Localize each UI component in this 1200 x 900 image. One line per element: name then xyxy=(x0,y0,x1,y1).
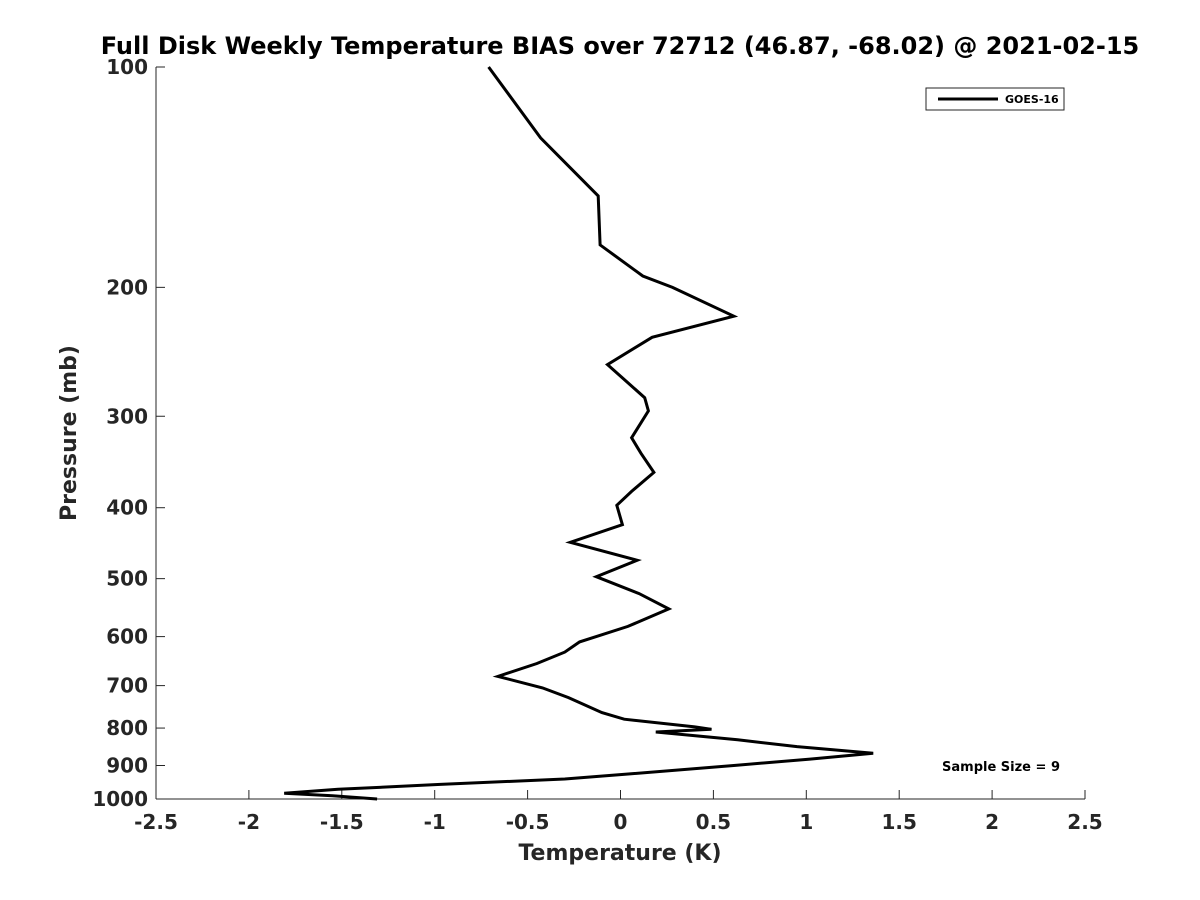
chart-title: Full Disk Weekly Temperature BIAS over 7… xyxy=(101,32,1140,60)
x-tick-label: 1.5 xyxy=(881,810,916,834)
y-tick-label: 400 xyxy=(106,496,148,520)
x-tick-label: 2.5 xyxy=(1067,810,1102,834)
y-tick-label: 200 xyxy=(106,275,148,299)
y-tick-label: 800 xyxy=(106,716,148,740)
x-tick-label: -0.5 xyxy=(506,810,550,834)
y-axis: 100 200 300 400 500 600 700 800 900 1000 xyxy=(92,55,165,811)
x-tick-label: 0 xyxy=(614,810,628,834)
y-tick-label: 100 xyxy=(106,55,148,79)
y-tick-label: 300 xyxy=(106,404,148,428)
legend: GOES-16 xyxy=(925,87,1065,111)
y-tick-label: 900 xyxy=(106,754,148,778)
sample-size-annotation: Sample Size = 9 xyxy=(942,760,1060,775)
x-axis-label: Temperature (K) xyxy=(518,841,721,866)
x-axis: -2.5 -2 -1.5 -1 -0.5 0 0.5 1 1.5 2 2.5 xyxy=(134,790,1103,834)
y-axis-label: Pressure (mb) xyxy=(57,345,82,521)
series-line-goes-16 xyxy=(284,66,874,801)
x-tick-label: -1 xyxy=(424,810,446,834)
x-tick-label: 0.5 xyxy=(696,810,731,834)
plot-area xyxy=(156,67,1085,799)
y-tick-label: 600 xyxy=(106,625,148,649)
y-tick-label: 1000 xyxy=(92,787,148,811)
x-tick-label: -2.5 xyxy=(134,810,178,834)
series-layer xyxy=(284,66,874,801)
x-tick-label: 1 xyxy=(799,810,813,834)
legend-label-goes-16: GOES-16 xyxy=(1005,93,1059,106)
x-tick-label: -1.5 xyxy=(320,810,364,834)
y-tick-label: 500 xyxy=(106,567,148,591)
x-tick-label: 2 xyxy=(985,810,999,834)
x-tick-label: -2 xyxy=(238,810,260,834)
y-tick-label: 700 xyxy=(106,674,148,698)
